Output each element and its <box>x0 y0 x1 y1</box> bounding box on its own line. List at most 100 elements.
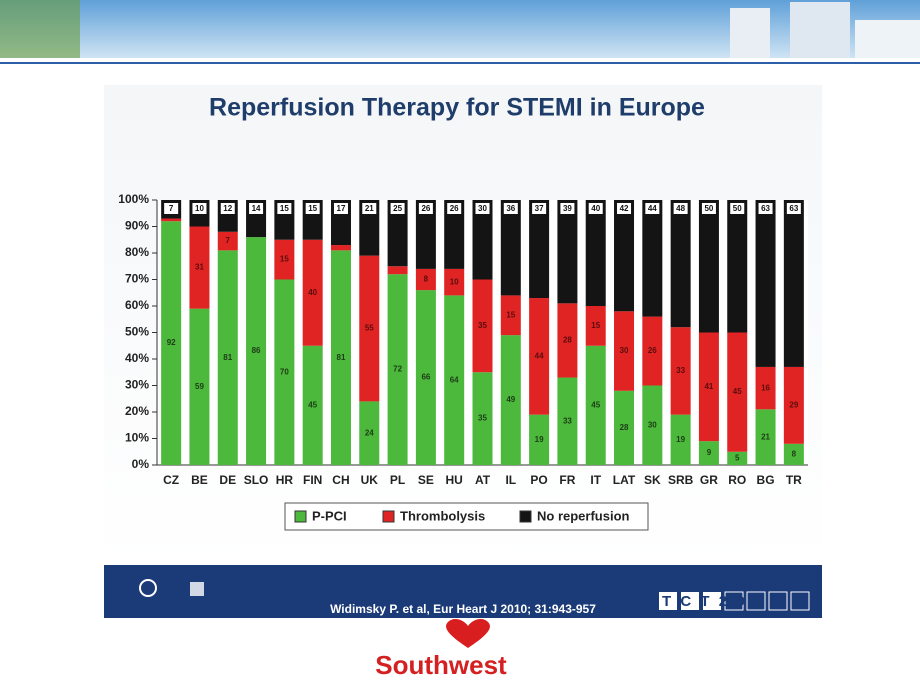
value-label-box <box>164 203 179 214</box>
value-label-box <box>560 203 575 214</box>
value-label: 21 <box>365 204 374 213</box>
bar-segment <box>472 372 493 465</box>
value-label-box <box>390 203 405 214</box>
value-label: 44 <box>535 351 544 360</box>
bar-segment <box>783 443 804 465</box>
bar-segment <box>783 366 804 444</box>
bar-segment <box>727 451 748 465</box>
value-label: 14 <box>252 204 261 213</box>
value-label: 35 <box>478 414 487 423</box>
value-label: 45 <box>591 400 600 409</box>
value-label: 35 <box>478 321 487 330</box>
value-label: 40 <box>308 288 317 297</box>
bar-segment <box>189 226 210 309</box>
bar-segment <box>557 200 578 304</box>
value-label: 33 <box>563 416 572 425</box>
bar-segment <box>444 295 465 465</box>
bar-segment <box>670 200 691 328</box>
bar-segment <box>302 239 323 346</box>
value-label: 39 <box>563 204 572 213</box>
value-label-box <box>333 203 348 214</box>
bar-segment <box>614 390 635 465</box>
y-tick-label: 20% <box>125 404 149 418</box>
value-label-box <box>673 203 688 214</box>
chart-title: Reperfusion Therapy for STEMI in Europe <box>209 94 705 122</box>
bar-segment <box>444 268 465 296</box>
value-label: 49 <box>506 395 515 404</box>
bar-segment <box>217 250 238 465</box>
bar-segment <box>500 200 521 296</box>
banner-logo-area <box>0 0 80 58</box>
bar-segment <box>529 414 550 465</box>
bar-segment <box>387 200 408 267</box>
footer-logo <box>139 579 157 597</box>
y-tick-label: 100% <box>118 192 149 206</box>
bar-segment <box>698 332 719 442</box>
banner <box>0 0 920 58</box>
x-tick-label: DE <box>219 473 236 487</box>
bar-segment <box>387 274 408 465</box>
value-label: 15 <box>506 310 515 319</box>
x-tick-label: IT <box>590 473 601 487</box>
legend-swatch <box>294 510 307 523</box>
x-tick-label: GR <box>700 473 718 487</box>
footer-bar <box>104 565 822 618</box>
y-tick-label: 0% <box>132 457 150 471</box>
y-tick-label: 30% <box>125 378 149 392</box>
value-label: 8 <box>792 450 797 459</box>
value-label: 9 <box>707 448 712 457</box>
y-tick-label: 70% <box>125 272 149 286</box>
value-label-box <box>503 203 518 214</box>
x-tick-label: SLO <box>244 473 269 487</box>
value-label: 30 <box>620 346 629 355</box>
value-label-box <box>447 203 462 214</box>
value-label: 45 <box>733 387 742 396</box>
value-label: 81 <box>223 353 232 362</box>
bar-segment <box>698 441 719 465</box>
bar-segment <box>614 311 635 391</box>
value-label-box <box>305 203 320 214</box>
value-label: 45 <box>308 400 317 409</box>
value-label: 28 <box>620 423 629 432</box>
legend-label: Thrombolysis <box>400 508 485 523</box>
value-label: 26 <box>421 204 430 213</box>
value-label: 28 <box>563 336 572 345</box>
legend-box <box>284 502 649 531</box>
value-label: 19 <box>535 435 544 444</box>
x-tick-label: SE <box>418 473 434 487</box>
y-tick-label: 50% <box>125 325 149 339</box>
value-label: 25 <box>393 204 402 213</box>
x-tick-label: CH <box>332 473 349 487</box>
banner-building <box>730 8 770 58</box>
value-label: 12 <box>223 204 232 213</box>
value-label-box <box>532 203 547 214</box>
value-label: 37 <box>535 204 544 213</box>
bar-segment <box>274 279 295 465</box>
value-label: 10 <box>450 277 459 286</box>
bar-segment <box>500 295 521 336</box>
bar-segment <box>670 327 691 415</box>
bar-segment <box>585 345 606 465</box>
bar-segment <box>755 409 776 465</box>
value-label: 50 <box>704 204 713 213</box>
x-tick-label: CZ <box>163 473 179 487</box>
citation: Widimsky P. et al, Eur Heart J 2010; 31:… <box>330 602 596 616</box>
value-label: 70 <box>280 367 289 376</box>
value-label: 15 <box>280 204 289 213</box>
value-label: 10 <box>195 204 204 213</box>
y-tick-label: 10% <box>125 431 149 445</box>
value-label: 59 <box>195 382 204 391</box>
value-label: 15 <box>280 255 289 264</box>
value-label: 92 <box>167 338 176 347</box>
x-tick-label: TR <box>786 473 802 487</box>
legend-label: P-PCI <box>312 508 347 523</box>
value-label: 30 <box>648 420 657 429</box>
bar-segment <box>557 377 578 465</box>
bar-segment <box>585 200 606 306</box>
value-label: 72 <box>393 365 402 374</box>
bar-segment <box>415 290 436 465</box>
value-label: 48 <box>676 204 685 213</box>
x-tick-label: PL <box>390 473 405 487</box>
x-tick-label: IL <box>505 473 516 487</box>
x-tick-label: PO <box>530 473 547 487</box>
